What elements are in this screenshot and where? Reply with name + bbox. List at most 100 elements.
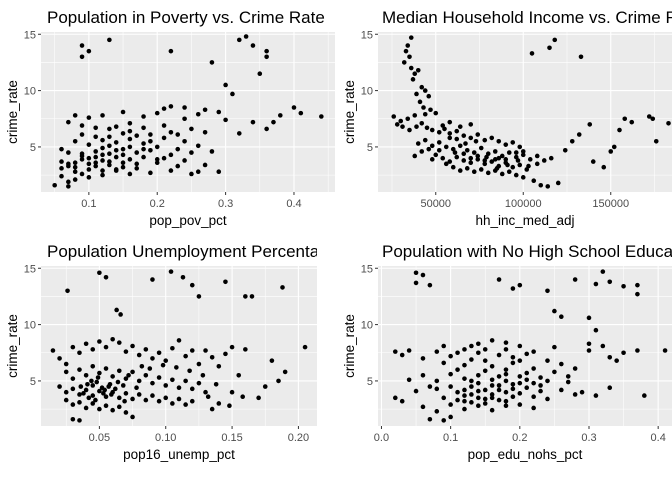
data-point	[86, 175, 92, 180]
data-point	[428, 107, 433, 113]
data-point	[257, 71, 263, 76]
data-point	[216, 169, 222, 175]
data-point	[427, 416, 433, 422]
data-point	[482, 368, 488, 374]
data-point	[50, 348, 56, 353]
y-axis-title: crime_rate	[342, 80, 357, 144]
data-point	[79, 171, 85, 177]
data-point	[412, 153, 418, 159]
data-point	[510, 140, 516, 145]
data-point	[57, 384, 62, 389]
data-point	[462, 387, 467, 393]
data-point	[182, 105, 187, 110]
data-point	[600, 343, 606, 349]
data-point	[517, 162, 523, 168]
data-point	[86, 167, 92, 172]
data-point	[113, 124, 119, 129]
data-point	[635, 291, 640, 297]
x-tick-label: 0.0	[374, 432, 389, 444]
data-point	[496, 277, 502, 282]
data-point	[97, 370, 102, 376]
data-point	[414, 91, 419, 97]
x-tick-label: 150000	[592, 198, 629, 210]
data-point	[469, 357, 474, 362]
data-point	[77, 392, 82, 397]
data-point	[503, 142, 509, 147]
data-point	[469, 400, 474, 405]
data-point	[524, 385, 530, 390]
data-point	[278, 113, 283, 118]
data-point	[264, 48, 269, 54]
data-point	[524, 377, 530, 383]
x-tick-label: 0.2	[512, 432, 527, 444]
data-point	[545, 396, 550, 402]
data-point	[464, 148, 470, 153]
chart-title: Population in Poverty vs. Crime Rate	[47, 8, 325, 27]
data-point	[417, 99, 423, 105]
data-point	[100, 145, 105, 151]
data-point	[503, 403, 509, 409]
data-point	[541, 158, 547, 163]
data-point	[89, 378, 94, 384]
x-tick-label: 0.15	[221, 432, 242, 444]
data-point	[426, 93, 432, 99]
data-point	[116, 395, 122, 401]
y-tick-label: 5	[367, 142, 373, 154]
data-point	[503, 371, 509, 377]
data-point	[545, 184, 551, 189]
data-point	[534, 153, 540, 159]
data-point	[161, 155, 167, 161]
data-point	[160, 362, 166, 368]
data-point	[454, 154, 460, 160]
data-point	[489, 392, 495, 397]
data-point	[106, 384, 111, 389]
chart-title: Population with No High School Education…	[382, 242, 672, 261]
data-point	[394, 122, 400, 127]
data-point	[559, 387, 564, 393]
data-point	[271, 119, 276, 125]
data-point	[115, 379, 121, 385]
data-point	[426, 146, 432, 152]
data-point	[434, 409, 440, 414]
data-point	[154, 144, 160, 150]
data-point	[150, 393, 155, 398]
data-point	[100, 172, 105, 178]
data-point	[143, 347, 149, 352]
data-point	[100, 113, 105, 118]
data-point	[484, 154, 489, 160]
data-point	[276, 378, 281, 384]
data-point	[93, 125, 98, 131]
data-point	[136, 392, 142, 397]
data-point	[148, 148, 153, 153]
data-point	[264, 54, 269, 60]
data-point	[538, 388, 543, 394]
data-point	[520, 149, 526, 154]
plot-background	[41, 266, 317, 426]
data-point	[489, 338, 495, 343]
data-point	[83, 405, 89, 411]
data-point	[572, 392, 578, 397]
data-point	[134, 385, 139, 390]
data-point	[243, 294, 248, 299]
data-point	[524, 167, 530, 172]
data-point	[455, 350, 460, 356]
data-point	[120, 152, 126, 158]
data-point	[579, 389, 585, 395]
data-point	[662, 348, 668, 353]
data-point	[496, 397, 502, 403]
data-point	[510, 394, 516, 400]
data-point	[72, 160, 78, 166]
data-point	[120, 164, 126, 170]
y-axis-title: crime_rate	[5, 80, 20, 144]
data-point	[517, 144, 523, 150]
data-point	[123, 410, 129, 415]
data-point	[392, 395, 398, 401]
data-point	[161, 135, 167, 141]
data-point	[103, 394, 109, 400]
data-point	[116, 340, 122, 345]
data-point	[143, 397, 149, 403]
data-point	[503, 340, 509, 345]
data-point	[496, 383, 502, 388]
data-point	[209, 354, 215, 360]
data-point	[422, 88, 428, 93]
